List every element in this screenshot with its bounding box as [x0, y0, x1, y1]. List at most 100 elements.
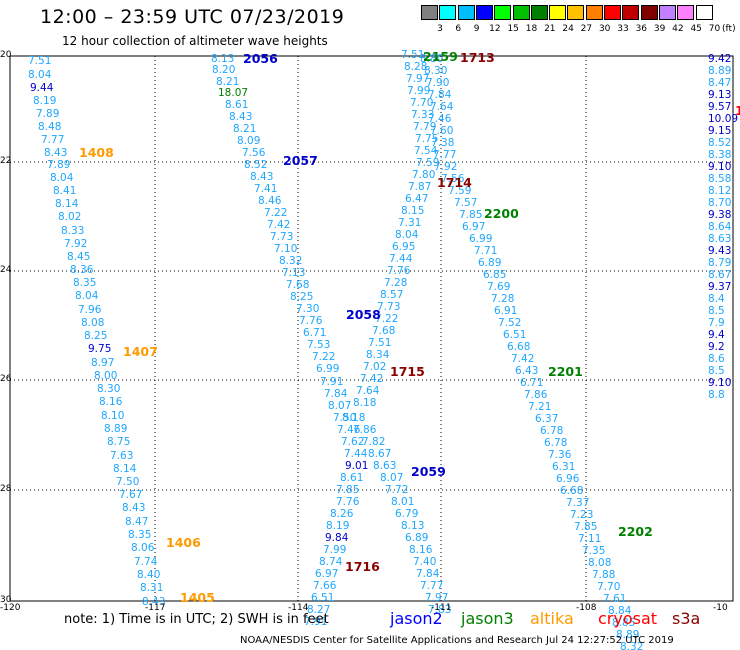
wave-height-observation: 8.12 — [708, 185, 732, 197]
map-title: 12:00 – 23:59 UTC 07/23/2019 — [40, 6, 345, 28]
wave-height-observation: 8.07 — [328, 400, 352, 412]
wave-height-observation: 8.67 — [368, 448, 392, 460]
wave-height-observation: 7.70 — [410, 97, 434, 109]
wave-height-observation: 7.44 — [344, 448, 368, 460]
wave-height-observation: 8.64 — [708, 221, 732, 233]
wave-height-observation: 8.41 — [53, 185, 77, 197]
wave-height-observation: 7.28 — [491, 293, 515, 305]
wave-height-observation: 8.43 — [44, 147, 68, 159]
wave-height-observation: 7.57 — [454, 197, 478, 209]
wave-height-observation: 8.08 — [588, 557, 612, 569]
wave-height-observation: 8.46 — [258, 195, 282, 207]
wave-height-observation: 7.50 — [333, 412, 357, 424]
wave-height-observation: 8.80 — [420, 53, 444, 65]
wave-height-observation: 8.18 — [342, 412, 366, 424]
wave-height-observation: 7.76 — [387, 265, 411, 277]
wave-height-observation: 7.63 — [110, 450, 134, 462]
wave-height-observation: 8.02 — [58, 211, 82, 223]
wave-height-observation: 7.70 — [597, 581, 621, 593]
wave-height-observation: 6.47 — [405, 193, 429, 205]
wave-height-observation: 7.87 — [408, 181, 432, 193]
wave-height-observation: 9.13 — [708, 89, 732, 101]
colorbar-label: 12 — [489, 24, 501, 34]
wave-height-observation: 7.11 — [578, 533, 602, 545]
colorbar-swatch — [549, 5, 567, 20]
wave-height-observation: 7.79 — [413, 121, 437, 133]
colorbar-label: 33 — [617, 24, 629, 34]
wave-height-observation: 7.51 — [401, 49, 425, 61]
colorbar-swatch — [439, 5, 457, 20]
wave-height-observation: 8.15 — [401, 205, 425, 217]
wave-height-observation: 7.42 — [511, 353, 535, 365]
wave-height-observation: 8.43 — [229, 111, 253, 123]
wave-height-observation: 7.62 — [341, 436, 365, 448]
wave-height-observation: 8.18 — [353, 397, 377, 409]
longitude-tick-label: -111 — [431, 603, 452, 613]
wave-height-observation: 9.37 — [708, 281, 732, 293]
mission-legend-altika: altika — [530, 609, 574, 628]
wave-height-observation: 8.75 — [107, 436, 131, 448]
wave-height-observation: 8.30 — [424, 65, 448, 77]
wave-height-observation: 8.89 — [616, 629, 640, 641]
colorbar-swatch — [622, 5, 640, 20]
wave-height-observation: 7.71 — [474, 245, 498, 257]
wave-height-observation: 7.35 — [582, 545, 606, 557]
latitude-tick-label: 24 — [0, 265, 12, 275]
wave-height-observation: 7.21 — [528, 401, 552, 413]
wave-height-observation: 8.84 — [608, 605, 632, 617]
wave-height-observation: 8.04 — [75, 290, 99, 302]
wave-height-observation: 6.37 — [535, 413, 559, 425]
wave-height-observation: 8.36 — [70, 264, 94, 276]
wave-height-observation: 7.31 — [398, 217, 422, 229]
wave-height-observation: 8.63 — [373, 460, 397, 472]
wave-height-observation: 8.31 — [140, 582, 164, 594]
wave-height-observation: 9.4 — [708, 329, 725, 341]
wave-height-observation: 7.92 — [434, 161, 458, 173]
wave-height-observation: 9.10 — [708, 161, 732, 173]
wave-height-observation: 7.97 — [425, 592, 449, 604]
wave-height-observation: 7.02 — [363, 361, 387, 373]
wave-height-observation: 6.97 — [462, 221, 486, 233]
map-frame — [9, 55, 734, 602]
wave-height-observation: 8.89 — [104, 423, 128, 435]
wave-height-observation: 8.61 — [225, 99, 249, 111]
wave-height-observation: 7.74 — [134, 556, 158, 568]
wave-height-observation: 9.01 — [345, 460, 369, 472]
latitude-tick-label: 28 — [0, 484, 12, 494]
wave-height-observation: 7.96 — [78, 304, 102, 316]
wave-height-observation: 8.47 — [125, 516, 149, 528]
colorbar-swatch — [512, 5, 530, 20]
wave-height-observation: 7.42 — [360, 373, 384, 385]
pass-time-label: 1406 — [166, 535, 201, 550]
map-subtitle: 12 hour collection of altimeter wave hei… — [62, 34, 328, 48]
pass-time-label: 1716 — [345, 559, 380, 574]
longitude-tick-label: -10 — [713, 603, 728, 613]
pass-time-label: 1715 — [390, 364, 425, 379]
wave-height-observation: 7.85 — [459, 209, 483, 221]
wave-height-observation: 8.04 — [395, 229, 419, 241]
wave-height-observation: 8.30 — [97, 383, 121, 395]
wave-height-observation: 6.51 — [503, 329, 527, 341]
wave-height-observation: 7.67 — [119, 489, 143, 501]
pass-time-label: 1407 — [123, 344, 158, 359]
wave-height-observation: 9.15 — [708, 125, 732, 137]
wave-height-observation: 7.53 — [307, 339, 331, 351]
wave-height-observation: 7.9 — [708, 317, 725, 329]
wave-height-observation: 7.51 — [368, 337, 392, 349]
wave-height-observation: 7.86 — [524, 389, 548, 401]
longitude-tick-label: -117 — [145, 603, 166, 613]
wave-height-observation: 8.06 — [131, 542, 155, 554]
wave-height-observation: 8.74 — [319, 556, 343, 568]
wave-height-observation: 7.82 — [362, 436, 386, 448]
wave-height-observation: 8.16 — [409, 544, 433, 556]
wave-height-observation: 7.51 — [28, 55, 52, 67]
colorbar-swatch — [421, 5, 438, 20]
wave-height-observation: 7.73 — [377, 301, 401, 313]
wave-height-observation: 7.59 — [416, 157, 440, 169]
wave-height-observation: 6.91 — [494, 305, 518, 317]
wave-height-observation: 7.22 — [312, 351, 336, 363]
wave-height-observation: 8.32 — [620, 641, 644, 650]
wave-height-observation: 8.08 — [81, 317, 105, 329]
pass-time-label: 1 — [735, 103, 740, 118]
